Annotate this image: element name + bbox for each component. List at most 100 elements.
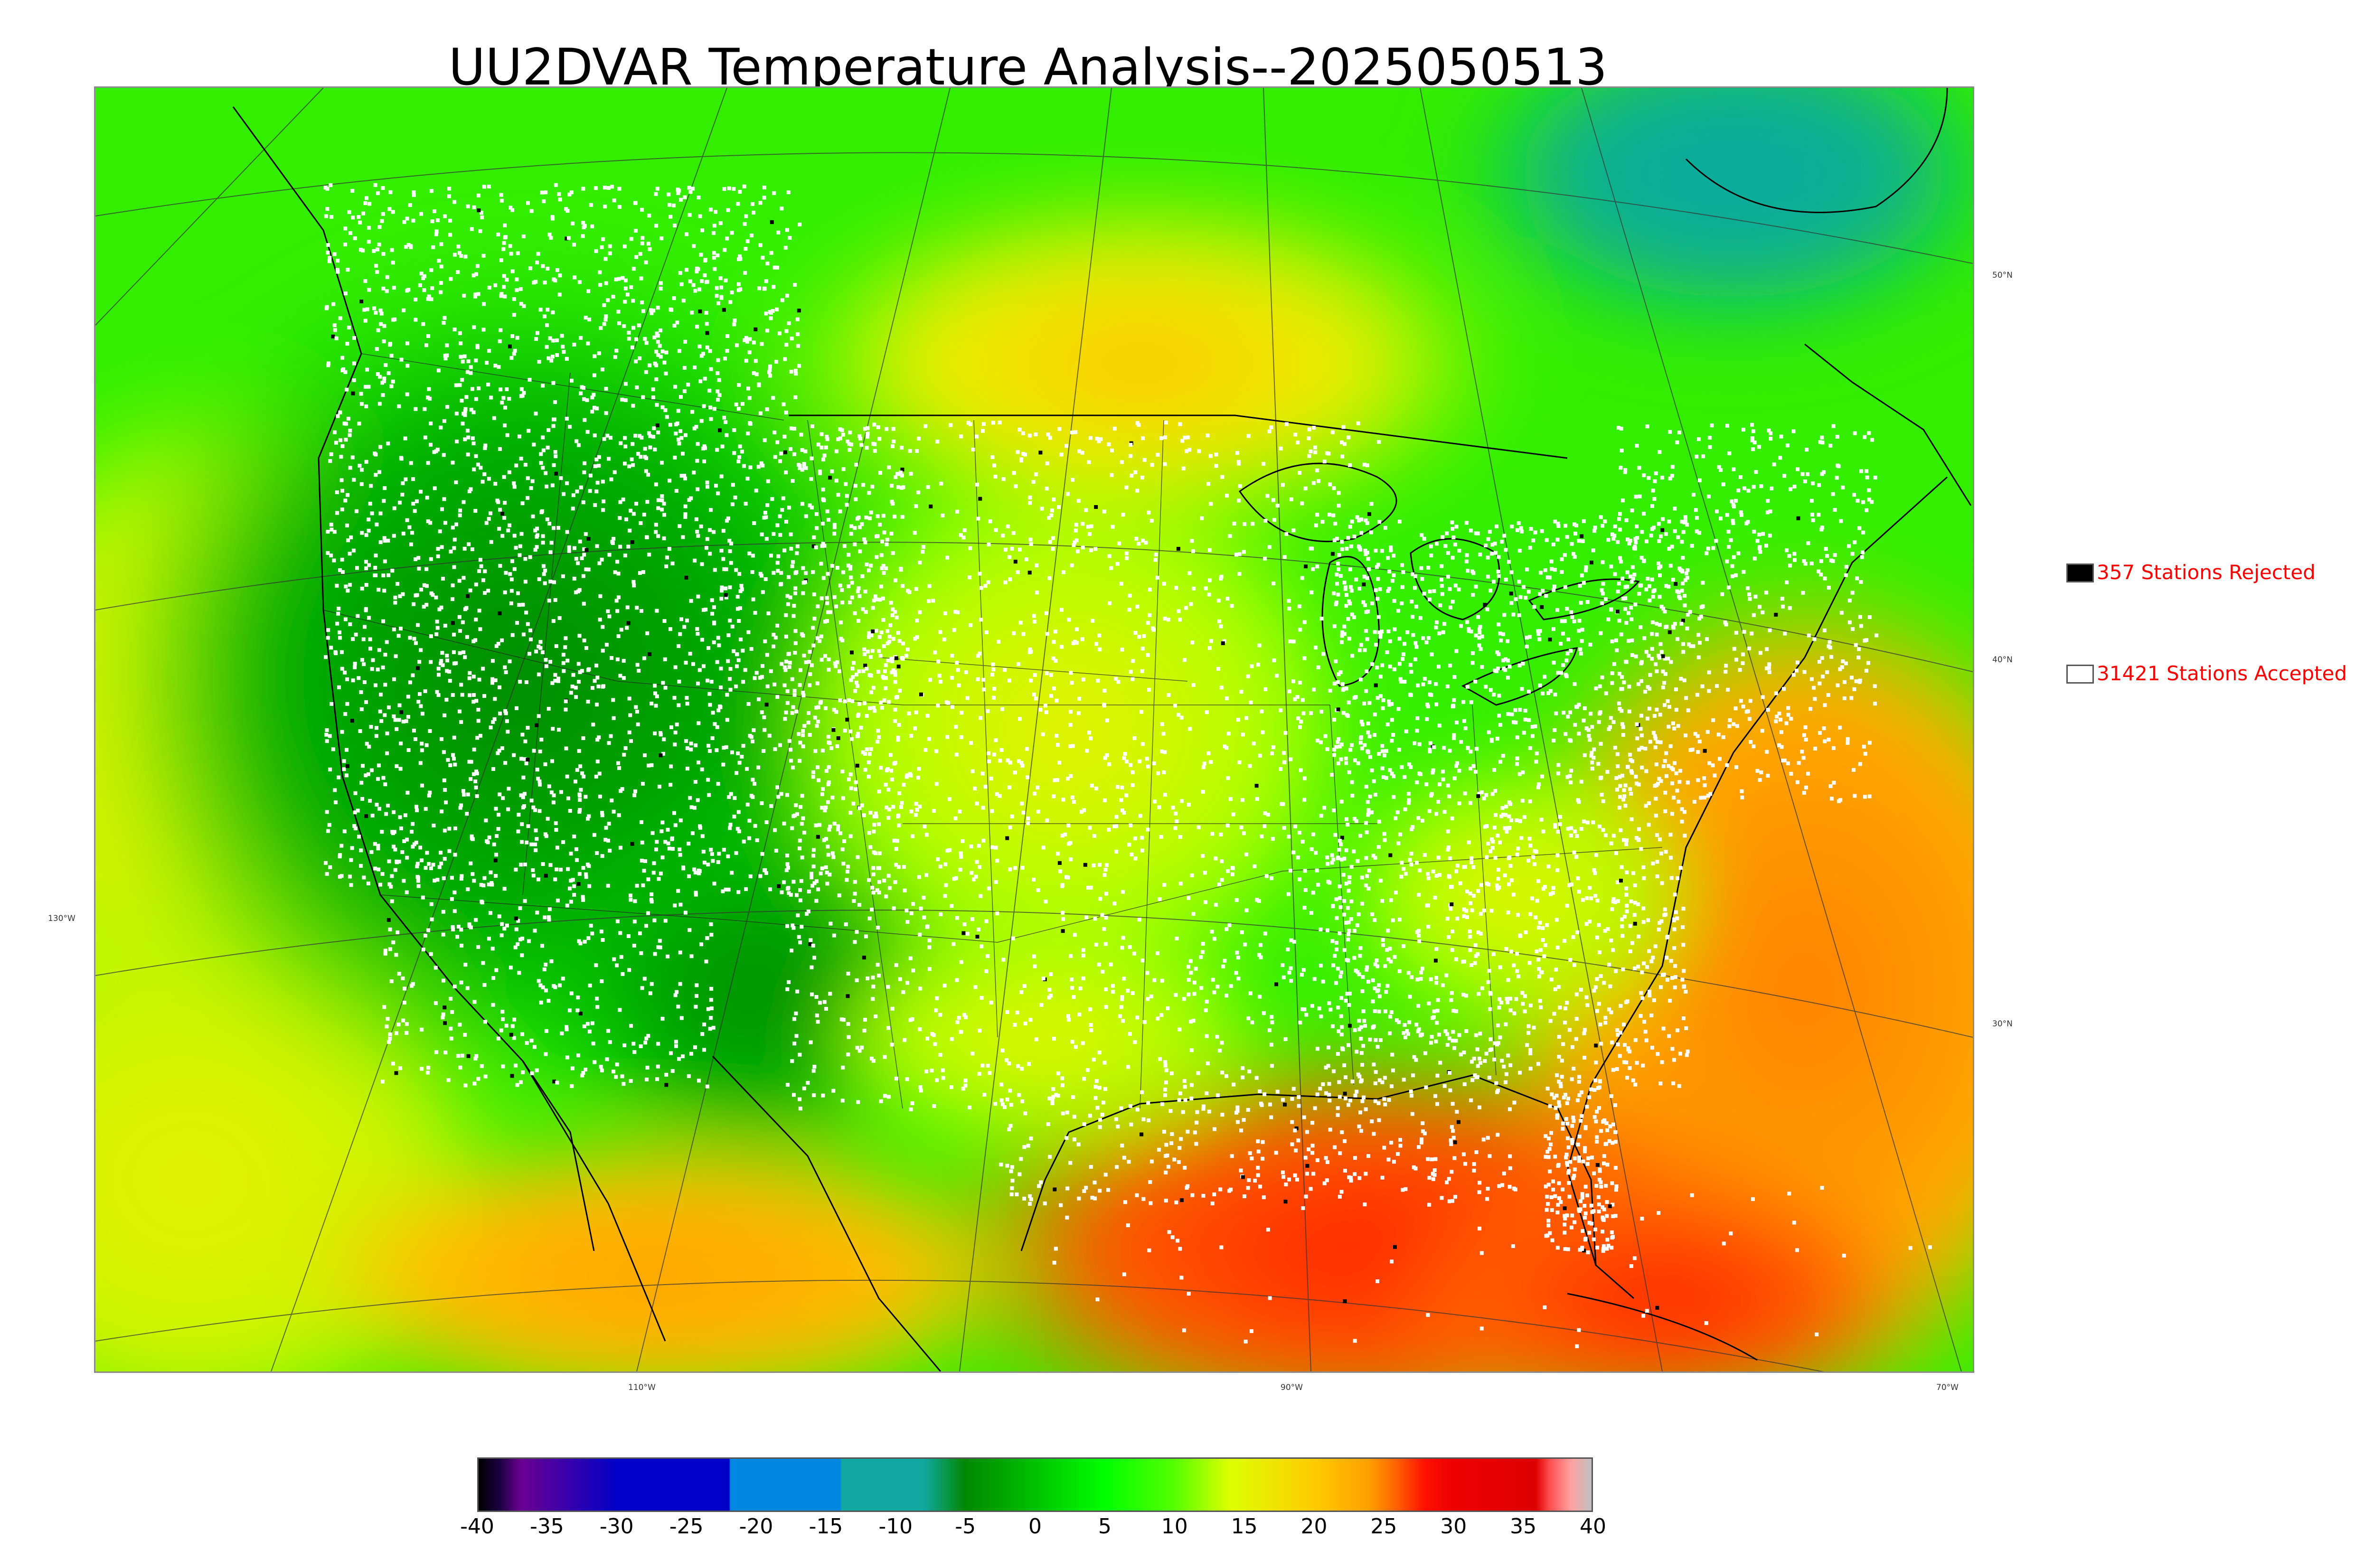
accepted-station-marker [980,945,983,948]
accepted-station-marker [544,190,547,194]
accepted-station-marker [898,689,902,693]
accepted-station-marker [551,483,555,487]
accepted-station-marker [498,508,502,512]
accepted-station-marker [1174,826,1178,830]
accepted-station-marker [1163,1093,1167,1097]
accepted-station-marker [736,595,740,599]
accepted-station-marker [503,761,507,765]
accepted-station-marker [720,475,724,479]
accepted-station-marker [1563,1021,1567,1024]
accepted-station-marker [443,316,447,320]
accepted-station-marker [459,355,463,359]
accepted-station-marker [1289,939,1293,942]
accepted-station-marker [931,1032,934,1036]
accepted-station-marker [708,749,712,753]
accepted-station-marker [842,467,846,471]
accepted-station-marker [367,882,370,885]
accepted-station-marker [1360,747,1364,751]
accepted-station-marker [1461,700,1465,704]
accepted-station-marker [1670,1047,1674,1051]
accepted-station-marker [534,280,537,284]
accepted-station-marker [399,742,403,745]
accepted-station-marker [989,519,992,523]
accepted-station-marker [905,981,909,985]
accepted-station-marker [823,654,827,658]
accepted-station-marker [1347,929,1351,933]
accepted-station-marker [1110,449,1114,452]
accepted-station-marker [532,749,536,753]
accepted-station-marker [1082,1077,1086,1081]
accepted-station-marker [324,655,328,659]
accepted-station-marker [909,774,913,778]
accepted-station-marker [1523,994,1527,998]
accepted-station-marker [504,571,508,575]
accepted-station-marker [761,852,764,856]
accepted-station-marker [647,214,651,217]
accepted-station-marker [458,514,462,517]
accepted-station-marker [520,532,524,536]
accepted-station-marker [609,436,612,440]
accepted-station-marker [538,646,542,650]
accepted-station-marker [698,345,702,348]
accepted-station-marker [1108,554,1112,558]
accepted-station-marker [673,224,677,227]
accepted-station-marker [1112,901,1116,905]
accepted-station-marker [728,300,732,304]
accepted-station-marker [1098,648,1102,651]
accepted-station-marker [696,442,700,446]
accepted-station-marker [1228,534,1232,538]
accepted-station-marker [894,475,897,479]
accepted-station-marker [537,577,541,581]
accepted-station-marker [1492,768,1496,772]
accepted-station-marker [424,689,427,693]
accepted-station-marker [713,267,716,271]
accepted-station-marker [1491,846,1495,850]
accepted-station-marker [791,923,794,927]
accepted-station-marker [1476,930,1480,934]
accepted-station-marker [541,862,545,866]
accepted-station-marker [898,977,902,981]
accepted-station-marker [344,291,348,295]
accepted-station-marker [379,512,383,516]
accepted-station-marker [853,940,857,944]
accepted-station-marker [582,553,586,557]
accepted-station-marker [1375,666,1379,669]
accepted-station-marker [1471,865,1475,869]
accepted-station-marker [1226,824,1230,827]
accepted-station-marker [642,657,646,660]
accepted-station-marker [415,499,419,503]
accepted-station-marker [534,649,538,653]
accepted-station-marker [1164,1080,1168,1084]
accepted-station-marker [633,789,637,793]
accepted-station-marker [458,629,462,633]
accepted-station-marker [605,643,609,647]
accepted-station-marker [828,825,832,828]
accepted-station-marker [876,740,879,743]
accepted-station-marker [641,570,645,574]
accepted-station-marker [1448,587,1451,591]
accepted-station-marker [1332,718,1336,722]
accepted-station-marker [587,864,591,868]
accepted-station-marker [634,705,638,709]
accepted-station-marker [544,762,547,766]
accepted-station-marker [1219,833,1223,836]
accepted-station-marker [1447,845,1451,849]
accepted-station-marker [1564,524,1567,528]
accepted-station-marker [1017,1093,1021,1097]
accepted-station-marker [502,274,506,278]
accepted-station-marker [419,648,423,652]
accepted-station-marker [349,883,353,887]
accepted-station-marker [1445,532,1449,535]
accepted-station-marker [1542,954,1546,958]
accepted-station-marker [1130,853,1133,856]
accepted-station-marker [820,596,824,600]
accepted-station-marker [536,777,540,780]
accepted-station-marker [886,641,889,645]
accepted-station-marker [1576,798,1580,802]
accepted-station-marker [660,461,664,465]
accepted-station-marker [472,675,476,678]
accepted-station-marker [1421,967,1424,970]
accepted-station-marker [820,446,823,450]
accepted-station-marker [520,733,524,737]
accepted-station-marker [1130,474,1133,478]
